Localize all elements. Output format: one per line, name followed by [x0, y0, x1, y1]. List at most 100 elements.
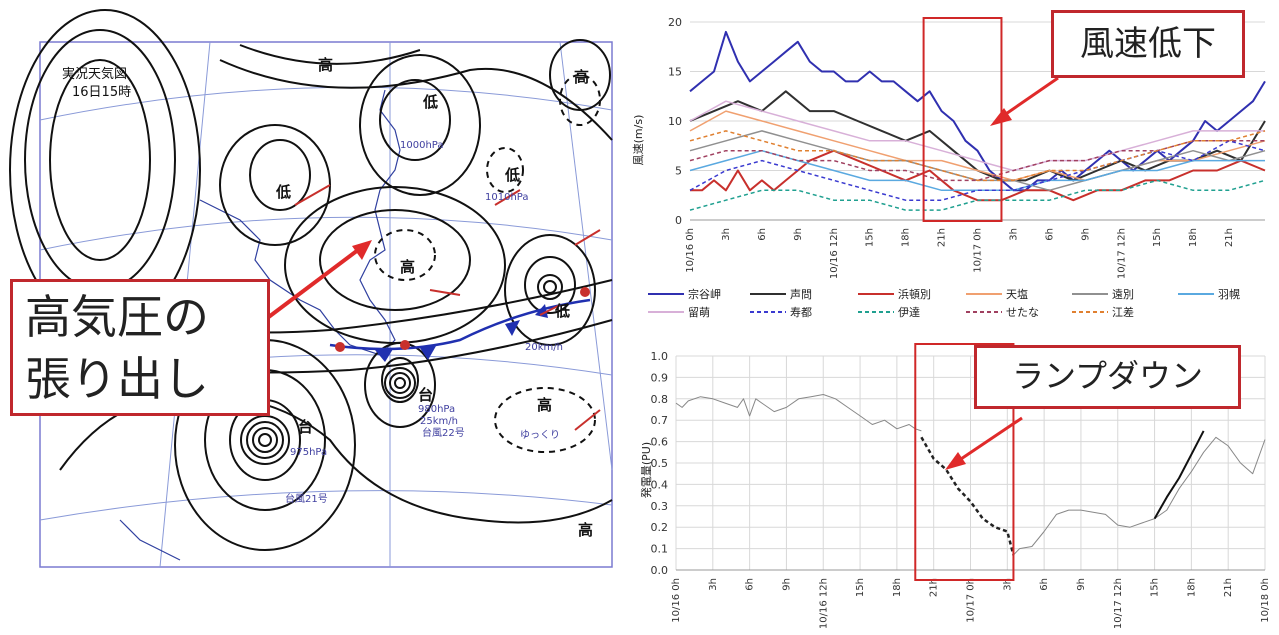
ramp-down-highlight — [914, 343, 1015, 581]
y-tick-label: 15 — [668, 66, 682, 79]
legend-label: 宗谷岬 — [688, 287, 721, 301]
typhoon-21-name: 台風21号 — [285, 492, 328, 505]
x-tick-label: 9h — [793, 228, 804, 241]
power-x-ticks: 10/16 0h 3h 6h 9h 10/16 12h 15h 18h 21h 10/17 0h… — [671, 578, 1271, 629]
x-tick-label: 10/17 0h — [966, 578, 977, 623]
series-line-segment-2 — [1013, 436, 1266, 556]
x-tick-label: 6h — [757, 228, 768, 241]
x-tick-label: 15h — [865, 228, 876, 247]
y-tick-label: 0.9 — [651, 371, 669, 384]
legend-label: せたな — [1006, 306, 1039, 319]
x-tick-label: 3h — [708, 578, 719, 591]
stationary-front — [329, 298, 591, 351]
wind-y-axis-label: 風速(m/s) — [632, 115, 645, 166]
movement-arrows — [294, 184, 601, 431]
map-time-text: 16日15時 — [72, 85, 131, 100]
x-tick-label: 10/16 0h — [671, 578, 682, 623]
low-label: 低 — [422, 93, 438, 111]
x-tick-label: 9h — [781, 578, 792, 591]
typhoon-22-speed: 25km/h — [420, 416, 458, 427]
wind-y-ticks: 0 5 10 15 20 — [668, 16, 682, 227]
note-pressure-1: 1010hPa — [485, 192, 529, 203]
typhoon-21-symbol: 台 — [298, 418, 313, 436]
legend-label: 江差 — [1112, 305, 1134, 319]
x-tick-label: 6h — [1044, 228, 1055, 241]
x-tick-label: 21h — [1223, 578, 1234, 597]
front-symbols — [335, 287, 590, 362]
x-tick-label: 9h — [1080, 228, 1091, 241]
x-tick-label: 18h — [1188, 228, 1199, 247]
y-tick-label: 0.8 — [651, 393, 669, 406]
typhoon-22-symbol: 台 — [418, 386, 433, 404]
dashed-isobars — [374, 74, 601, 453]
ramp-down-callout: ランプダウン — [974, 345, 1241, 409]
series-line-伊達 — [689, 179, 1266, 211]
high-label: 高 — [318, 56, 333, 74]
x-tick-label: 18h — [892, 578, 903, 597]
high-label: 高 — [400, 258, 415, 276]
x-tick-label: 10/16 12h — [829, 228, 840, 279]
series-line-segment-1 — [920, 436, 1015, 556]
legend-label: 留萌 — [688, 305, 710, 319]
note-speed: ゆっくり — [520, 429, 560, 441]
legend-label: 遠別 — [1112, 288, 1134, 301]
y-tick-label: 0.4 — [651, 478, 669, 491]
x-tick-label: 6h — [1039, 578, 1050, 591]
low-label: 低 — [554, 302, 570, 320]
y-tick-label: 0.5 — [651, 457, 669, 470]
series-line-せたな — [689, 140, 1265, 182]
pressure-labels: 高 高 高 高 高 低 低 低 低 台 台 — [275, 56, 593, 539]
high-pressure-arrow — [260, 240, 372, 324]
legend-label: 声問 — [790, 287, 812, 301]
y-tick-label: 0.6 — [651, 436, 669, 449]
series-line-寿都 — [689, 140, 1266, 201]
y-tick-label: 0 — [675, 214, 682, 227]
x-tick-label: 3h — [721, 228, 732, 241]
series-line-江差 — [689, 130, 1266, 182]
series-line-segment-0 — [675, 394, 922, 432]
x-tick-label: 21h — [1224, 228, 1235, 247]
y-tick-label: 0.0 — [651, 564, 669, 577]
legend-label: 天塩 — [1006, 287, 1028, 301]
wind-drop-callout: 風速低下 — [1051, 10, 1245, 78]
typhoon-21-pressure: 975hPa — [290, 447, 327, 458]
x-tick-label: 3h — [1008, 228, 1019, 241]
series-line-天塩 — [689, 110, 1266, 182]
x-tick-label: 18h — [1186, 578, 1197, 597]
power-grid — [675, 355, 1266, 571]
y-tick-label: 1.0 — [651, 350, 669, 363]
x-tick-label: 10/18 0h — [1260, 578, 1271, 623]
map-title-text: 実況天気図 — [62, 66, 127, 82]
y-tick-label: 10 — [668, 115, 682, 128]
y-tick-label: 0.1 — [651, 543, 669, 556]
series-line-声問 — [689, 90, 1266, 182]
series-line-浜頓別 — [690, 149, 1266, 202]
high-pressure-callout: 高気圧の 張り出し — [10, 279, 270, 416]
legend-label: 羽幌 — [1218, 287, 1240, 301]
wind-speed-chart: 0 5 10 15 20 風速(m/s) 10/16 0h 3h 6h 9h 10/16 12h… — [632, 16, 1266, 319]
x-tick-label: 6h — [745, 578, 756, 591]
x-tick-label: 10/16 12h — [818, 578, 829, 629]
note-pressure-2: 1000hPa — [400, 140, 444, 151]
x-tick-label: 18h — [901, 228, 912, 247]
typhoon-22-name: 台風22号 — [422, 426, 465, 439]
high-label: 高 — [537, 396, 552, 414]
power-y-ticks: 0.0 0.1 0.2 0.3 0.4 0.5 0.6 0.7 0.8 0.9 1.0 — [651, 350, 669, 577]
map-annotations: 975hPa 台風21号 980hPa 25km/h 台風22号 ゆっくり 10… — [285, 140, 563, 505]
map-title: 実況天気図 16日15時 — [62, 66, 131, 100]
x-tick-label: 15h — [1150, 578, 1161, 597]
x-tick-label: 10/17 12h — [1116, 228, 1127, 279]
x-tick-label: 10/16 0h — [685, 228, 696, 273]
x-tick-label: 3h — [1002, 578, 1013, 591]
y-tick-label: 0.7 — [651, 414, 669, 427]
power-output-chart: 0.0 0.1 0.2 0.3 0.4 0.5 0.6 0.7 0.8 0.9 1.0 発電量(PU… — [639, 343, 1271, 629]
x-tick-label: 21h — [937, 228, 948, 247]
ramp-down-arrow — [945, 416, 1023, 470]
series-line-segment-3 — [1153, 430, 1205, 520]
x-tick-label: 15h — [1152, 228, 1163, 247]
wind-drop-callout-text: 風速低下 — [1080, 24, 1216, 64]
low-label: 低 — [504, 166, 520, 184]
power-y-axis-label: 発電量(PU) — [639, 442, 653, 498]
legend-label: 伊達 — [898, 306, 920, 319]
